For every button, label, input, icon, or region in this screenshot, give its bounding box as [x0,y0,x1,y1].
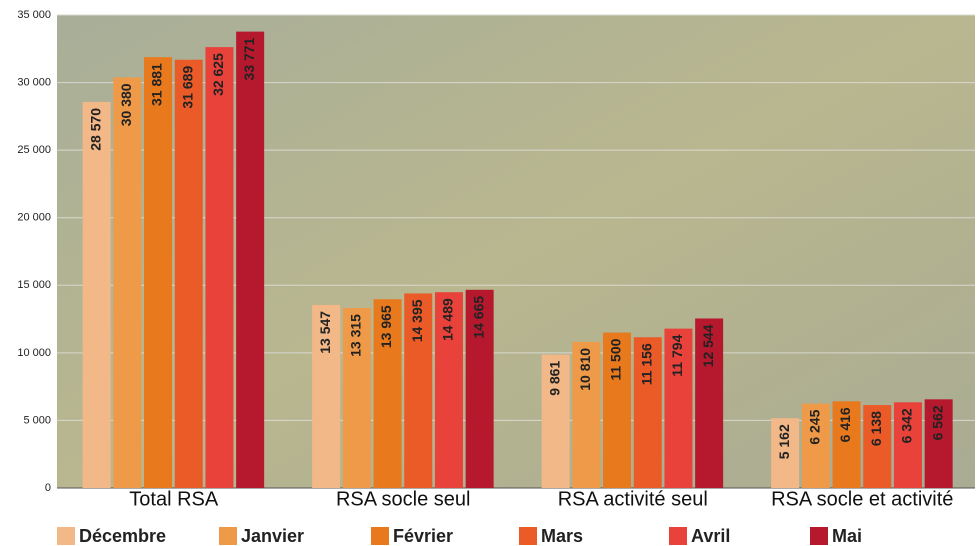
value-label: 6 342 [899,408,915,443]
legend-label: Mars [541,526,583,546]
value-label: 6 416 [837,407,853,442]
bar [144,57,172,488]
value-label: 14 489 [440,298,456,341]
x-tick-label: RSA socle seul [336,488,471,510]
bar [175,60,203,488]
value-label: 9 861 [546,361,562,396]
value-label: 11 156 [638,343,654,385]
legend-label: Décembre [79,526,166,546]
chart: 0 5 000 10 000 15 000 20 000 25 000 30 000 35 0… [0,0,978,546]
value-label: 31 881 [149,63,165,106]
bar [205,47,233,488]
legend-swatch [219,527,237,545]
y-tick-label: 10 000 [17,347,51,359]
value-label: 30 380 [118,83,134,126]
value-label: 6 245 [807,409,823,444]
x-tick-label: RSA activité seul [558,488,708,510]
value-label: 6 138 [868,411,884,446]
value-label: 6 562 [929,405,945,440]
y-tick-label: 25 000 [17,144,51,156]
value-label: 10 810 [577,348,593,391]
legend-swatch [519,527,537,545]
y-tick-label: 20 000 [17,212,51,224]
legend-label: Avril [691,526,730,546]
value-label: 32 625 [210,53,226,96]
value-label: 33 771 [241,37,257,80]
value-label: 28 570 [87,108,103,151]
value-label: 11 500 [608,338,624,380]
value-label: 14 395 [409,299,425,342]
y-tick-label: 15 000 [17,279,51,291]
value-label: 13 547 [317,311,333,354]
value-label: 13 965 [378,305,394,348]
value-label: 14 665 [470,296,486,339]
legend-swatch [57,527,75,545]
bar [236,32,264,488]
bar [113,77,141,488]
y-tick-label: 5 000 [23,414,51,426]
legend-swatch [810,527,828,545]
value-label: 13 315 [348,314,364,357]
value-label: 31 689 [179,66,195,109]
y-tick-label: 35 000 [17,9,51,21]
y-tick-label: 30 000 [17,76,51,88]
legend-label: Janvier [241,526,304,546]
value-label: 12 544 [700,324,716,367]
value-label: 5 162 [776,424,792,459]
legend-swatch [669,527,687,545]
legend-label: Février [393,526,453,546]
y-tick-label: 0 [45,482,51,494]
x-tick-label: RSA socle et activité [771,488,953,510]
x-tick-label: Total RSA [129,488,219,510]
legend-label: Mai [832,526,862,546]
legend-swatch [371,527,389,545]
bar [83,102,111,488]
value-label: 11 794 [669,334,685,376]
